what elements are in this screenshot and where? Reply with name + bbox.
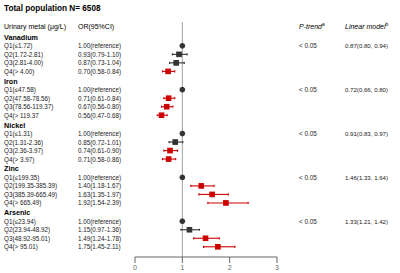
- svg-text:Q4(> 4.00): Q4(> 4.00): [8, 68, 34, 76]
- svg-text:1.00(reference): 1.00(reference): [78, 174, 121, 182]
- svg-text:0.71(0.61-0.84): 0.71(0.61-0.84): [78, 95, 121, 103]
- svg-text:1.40(1.18-1.67): 1.40(1.18-1.67): [78, 182, 121, 190]
- svg-text:Q3(48.92-95.01): Q3(48.92-95.01): [8, 235, 50, 243]
- svg-text:0.74(0.61-0.90): 0.74(0.61-0.90): [78, 147, 121, 155]
- svg-text:Q1(≤199.35): Q1(≤199.35): [8, 174, 39, 182]
- svg-text:1.00(reference): 1.00(reference): [78, 86, 121, 94]
- svg-text:Q1(≤47.58): Q1(≤47.58): [8, 86, 36, 94]
- svg-text:Q1(≤1.72): Q1(≤1.72): [8, 42, 32, 50]
- svg-text:0.72(0.66, 0.80): 0.72(0.66, 0.80): [345, 86, 388, 93]
- svg-text:Total population N= 6508: Total population N= 6508: [8, 4, 101, 13]
- svg-text:0: 0: [133, 264, 137, 271]
- svg-text:0.93(0.79-1.10): 0.93(0.79-1.10): [78, 51, 121, 59]
- svg-text:1.63(1.35-1.97): 1.63(1.35-1.97): [78, 191, 121, 199]
- svg-text:0.70(0.58-0.84): 0.70(0.58-0.84): [78, 68, 121, 76]
- svg-text:1.75(1.45-2.11): 1.75(1.45-2.11): [78, 243, 121, 251]
- svg-text:< 0.05: < 0.05: [299, 130, 317, 137]
- svg-text:3: 3: [275, 264, 279, 271]
- svg-text:1.49(1.24-1.78): 1.49(1.24-1.78): [78, 235, 121, 243]
- svg-text:Q2(1.72-2.81): Q2(1.72-2.81): [8, 51, 43, 59]
- svg-text:Zinc: Zinc: [8, 164, 19, 173]
- svg-text:1.46(1.33, 1.64): 1.46(1.33, 1.64): [345, 174, 388, 181]
- svg-text:Q4(> 665.49): Q4(> 665.49): [8, 199, 41, 207]
- svg-text:Q1(≤1.31): Q1(≤1.31): [8, 130, 32, 138]
- svg-text:1.15(0.97-1.36): 1.15(0.97-1.36): [78, 226, 121, 234]
- svg-text:0.91(0.83, 0.97): 0.91(0.83, 0.97): [345, 130, 388, 137]
- svg-text:0.87(0.80, 0.94): 0.87(0.80, 0.94): [345, 42, 388, 49]
- svg-text:Iron: Iron: [8, 77, 18, 86]
- svg-text:Q2(199.35-385.39): Q2(199.35-385.39): [8, 182, 57, 190]
- svg-text:Linear modelb: Linear modelb: [345, 22, 388, 30]
- svg-text:1.00(reference): 1.00(reference): [78, 218, 121, 226]
- svg-text:0.56(0.47-0.68): 0.56(0.47-0.68): [78, 112, 121, 120]
- svg-text:Urinary metal (μg/L): Urinary metal (μg/L): [8, 23, 66, 31]
- svg-text:1.00(reference): 1.00(reference): [78, 130, 121, 138]
- svg-text:1.00(reference): 1.00(reference): [78, 42, 121, 50]
- svg-text:Q2(47.58-78.56): Q2(47.58-78.56): [8, 95, 50, 103]
- svg-text:2: 2: [228, 264, 232, 271]
- svg-text:Q4(> 119.37: Q4(> 119.37: [8, 112, 39, 120]
- svg-text:0.67(0.56-0.80): 0.67(0.56-0.80): [78, 103, 121, 111]
- svg-text:1.33(1.21, 1.42): 1.33(1.21, 1.42): [345, 218, 388, 225]
- svg-text:Arsenic: Arsenic: [8, 208, 30, 217]
- svg-text:Q4(> 3.97): Q4(> 3.97): [8, 156, 34, 164]
- svg-text:Q2(23.94-48.92): Q2(23.94-48.92): [8, 226, 50, 234]
- svg-text:P-trenda: P-trenda: [299, 22, 325, 30]
- svg-text:< 0.05: < 0.05: [299, 86, 317, 93]
- svg-text:1.92(1.54-2.39): 1.92(1.54-2.39): [78, 199, 121, 207]
- svg-text:Q2(1.31-2.36): Q2(1.31-2.36): [8, 139, 43, 147]
- svg-text:1: 1: [180, 264, 184, 271]
- svg-text:< 0.05: < 0.05: [299, 42, 317, 49]
- svg-text:Q4(> 95.01): Q4(> 95.01): [8, 243, 38, 251]
- svg-text:0.71(0.58-0.86): 0.71(0.58-0.86): [78, 156, 121, 164]
- svg-text:Q3(2.36-3.97): Q3(2.36-3.97): [8, 147, 43, 155]
- svg-text:0.85(0.72-1.01): 0.85(0.72-1.01): [78, 139, 121, 147]
- svg-text:Q3(385.39-665.49): Q3(385.39-665.49): [8, 191, 57, 199]
- svg-text:Q3(78.56-119.37): Q3(78.56-119.37): [8, 103, 53, 111]
- svg-text:Vanadium: Vanadium: [8, 33, 38, 42]
- svg-text:< 0.05: < 0.05: [299, 218, 317, 225]
- svg-text:Q3(2.81-4.00): Q3(2.81-4.00): [8, 59, 43, 67]
- svg-text:Q1(≤23.94): Q1(≤23.94): [8, 218, 36, 226]
- svg-text:0.87(0.73-1.04): 0.87(0.73-1.04): [78, 59, 121, 67]
- svg-text:< 0.05: < 0.05: [299, 174, 317, 181]
- svg-text:Nickel: Nickel: [8, 121, 25, 130]
- svg-text:OR(95%CI): OR(95%CI): [78, 23, 114, 31]
